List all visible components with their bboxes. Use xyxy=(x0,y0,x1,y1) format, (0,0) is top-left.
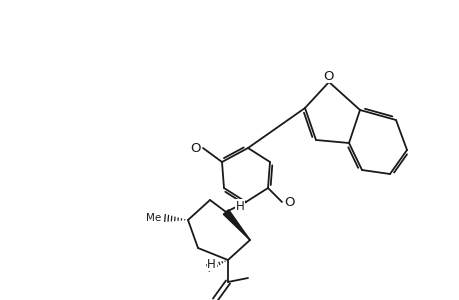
Text: Me: Me xyxy=(146,213,161,223)
Text: H: H xyxy=(235,200,244,212)
Polygon shape xyxy=(223,210,249,240)
Text: H: H xyxy=(207,257,216,271)
Text: O: O xyxy=(190,142,201,154)
Text: O: O xyxy=(283,196,294,208)
Text: O: O xyxy=(323,70,334,83)
